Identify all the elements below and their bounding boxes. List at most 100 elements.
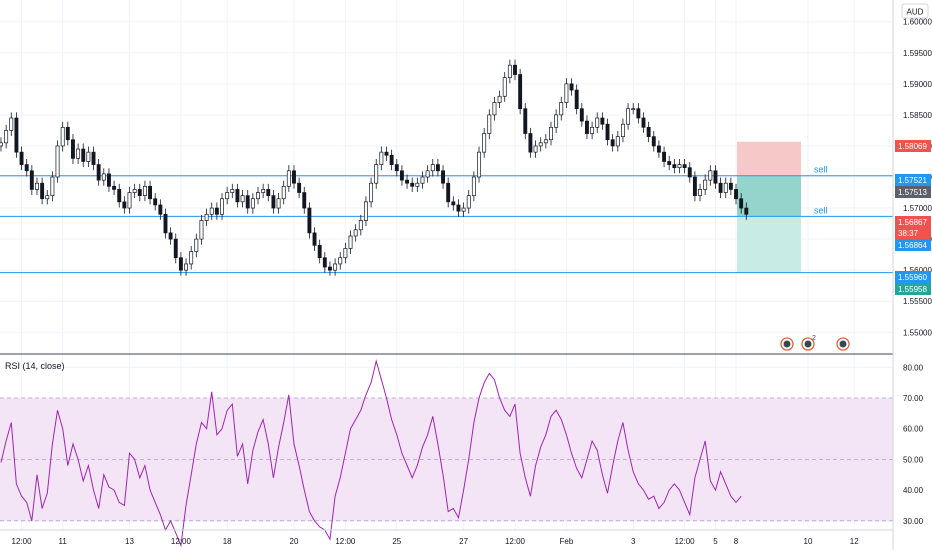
- candle-body: [4, 130, 9, 144]
- candle-body: [137, 189, 142, 196]
- price-tag: [895, 186, 931, 198]
- candle-body: [148, 185, 153, 200]
- candle-body: [60, 126, 65, 147]
- candle-body: [415, 182, 420, 187]
- rsi-axis[interactable]: 80.00 70.00 60.00 50.00 40.00 30.00: [903, 363, 924, 526]
- candle-body: [564, 83, 569, 103]
- price-tag: [895, 283, 931, 295]
- candle-body: [86, 151, 91, 162]
- horizontal-lines[interactable]: sell sell: [0, 165, 893, 274]
- candle-body: [178, 257, 183, 271]
- candle-body: [543, 139, 548, 144]
- price-tick-label: 1.60000: [903, 18, 932, 27]
- time-tick-label: 12: [850, 537, 859, 546]
- price-tag-label: 1.56864: [898, 241, 927, 250]
- candle-body: [194, 238, 199, 252]
- candle-body: [533, 145, 538, 153]
- candle-body: [487, 114, 492, 134]
- candle-body: [435, 164, 440, 172]
- price-tick-label: 1.59000: [903, 80, 932, 89]
- time-tick-label: 11: [59, 537, 68, 546]
- candle-body: [307, 207, 312, 234]
- time-tick-label: 12:00: [505, 537, 526, 546]
- candle-body: [328, 266, 332, 271]
- candle-body: [507, 64, 512, 78]
- candle-body: [256, 192, 260, 200]
- candle-body: [338, 257, 343, 265]
- candle-body: [405, 179, 410, 184]
- time-tick-label: 12:00: [675, 537, 696, 546]
- candle-body: [739, 198, 744, 209]
- candle-body: [297, 182, 302, 193]
- candle-body: [184, 263, 188, 271]
- candle-body: [513, 64, 517, 75]
- rsi-line: [0, 359, 742, 548]
- currency-label: AUD: [907, 8, 924, 17]
- candle-body: [518, 74, 523, 110]
- rsi-tick-label: 60.00: [903, 425, 924, 434]
- candle-body: [122, 201, 127, 209]
- candle-body: [718, 182, 723, 193]
- candle-body: [692, 176, 697, 196]
- price-tag: [895, 239, 931, 251]
- candle-body: [322, 257, 327, 268]
- rsi-tick-label: 70.00: [903, 394, 924, 403]
- candle-body: [40, 182, 45, 200]
- horizontal-line-label: sell: [814, 165, 828, 175]
- candle-body: [24, 164, 29, 172]
- candle-body: [728, 182, 733, 190]
- price-tag: [895, 140, 931, 152]
- event-icon-2[interactable]: [801, 337, 815, 351]
- candle-body: [569, 83, 574, 91]
- candle-body: [461, 207, 466, 212]
- time-tick-label: 12:00: [335, 537, 356, 546]
- price-tag-label: 1.55958: [898, 285, 927, 294]
- event-icon-3[interactable]: [836, 337, 850, 351]
- candle-body: [312, 232, 317, 246]
- candle-body: [497, 95, 502, 103]
- candle-body: [106, 173, 111, 187]
- event-icon-1[interactable]: [780, 337, 794, 351]
- price-tag-label: 38:37: [898, 229, 919, 238]
- candle-body: [502, 77, 507, 97]
- candle-body: [641, 117, 646, 128]
- price-tag-label: 1.58069: [898, 142, 927, 151]
- candle-body: [225, 192, 230, 200]
- time-tick-label: 10: [804, 537, 813, 546]
- candle-body: [626, 108, 631, 125]
- indicator-label[interactable]: RSI (14, close): [5, 361, 65, 371]
- candle-body: [91, 151, 96, 165]
- price-tick-label: 1.58500: [903, 111, 932, 120]
- candle-body: [81, 148, 86, 162]
- candle-body: [353, 229, 358, 237]
- candle-body: [528, 133, 533, 153]
- currency-badge[interactable]: [901, 3, 929, 19]
- candle-body: [333, 263, 338, 271]
- time-tick-label: 18: [223, 537, 232, 546]
- candle-body: [343, 248, 348, 259]
- candle-body: [271, 195, 276, 209]
- candle-body: [199, 220, 204, 240]
- candle-body: [0, 142, 3, 147]
- candle-body: [605, 123, 610, 141]
- time-tick-label: 5: [713, 537, 718, 546]
- event-count-badge: 2: [812, 335, 816, 342]
- candle-body: [71, 139, 75, 159]
- candle-body: [35, 182, 39, 190]
- candle-body: [112, 185, 117, 190]
- candle-body: [482, 133, 487, 153]
- time-tick-label: 13: [125, 537, 134, 546]
- price-tick-label: 1.55000: [903, 328, 932, 337]
- candle-body: [142, 185, 147, 196]
- price-tick-label: 1.59500: [903, 49, 932, 58]
- candle-body: [430, 164, 435, 172]
- price-tags: 1.58069 1.57521 1.57513 1.56867 38:37 1.56864…: [895, 140, 931, 295]
- time-axis[interactable]: 12:00 11 13 12:00 18 20 12:00 25 27 12:00 Feb 3 12:0…: [12, 537, 860, 546]
- candle-body: [656, 145, 661, 153]
- candle-body: [492, 102, 497, 116]
- candle-body: [250, 198, 255, 209]
- candle-body: [286, 170, 291, 187]
- candle-body: [96, 164, 101, 181]
- candle-body: [451, 201, 456, 206]
